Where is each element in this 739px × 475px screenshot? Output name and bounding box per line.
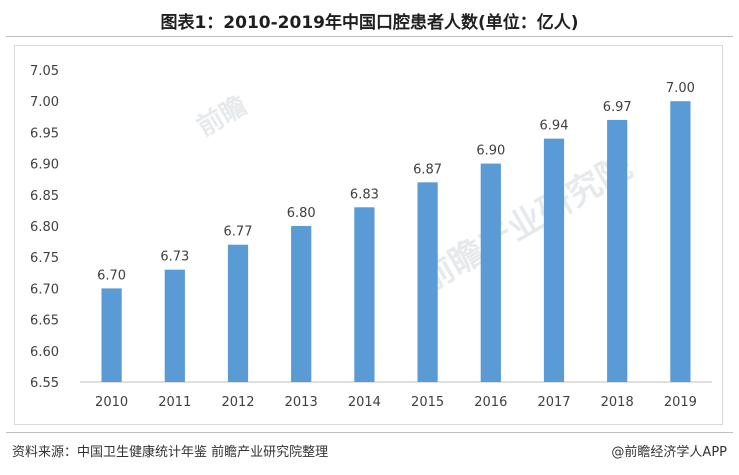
- y-tick-label: 7.00: [30, 95, 59, 110]
- bar: [670, 101, 691, 382]
- title-divider: [6, 36, 733, 37]
- data-label: 6.83: [350, 187, 379, 202]
- y-tick-label: 6.85: [30, 189, 59, 204]
- x-tick-label: 2015: [411, 395, 444, 410]
- bar: [291, 226, 312, 382]
- x-tick-label: 2018: [601, 395, 634, 410]
- data-label: 6.70: [97, 268, 126, 283]
- footer-divider: [6, 432, 733, 433]
- y-tick-label: 6.55: [30, 376, 59, 391]
- chart-frame: 前瞻 前瞻产业研究院 6.55 6.60 6.65 6.70 6.75 6.80 6.85 6…: [14, 45, 723, 425]
- y-tick-label: 6.75: [30, 251, 59, 266]
- y-tick-label: 6.65: [30, 314, 59, 329]
- bar: [354, 207, 375, 382]
- bar: [101, 288, 122, 382]
- y-tick-label: 6.80: [30, 220, 59, 235]
- x-tick-label: 2014: [348, 395, 381, 410]
- bar: [227, 244, 249, 382]
- brand-credit: @前瞻经济学人APP: [611, 445, 727, 460]
- x-tick-label: 2012: [221, 395, 254, 410]
- data-label: 6.77: [224, 225, 253, 240]
- y-tick-label: 6.95: [30, 126, 59, 141]
- x-tick-label: 2016: [474, 395, 507, 410]
- data-label: 6.73: [160, 250, 189, 265]
- x-tick-label: 2010: [95, 395, 128, 410]
- data-label: 6.97: [603, 100, 632, 115]
- source-note: 资料来源：中国卫生健康统计年鉴 前瞻产业研究院整理: [12, 445, 329, 460]
- x-tick-label: 2019: [664, 395, 697, 410]
- bar: [543, 138, 565, 382]
- y-tick-label: 6.90: [30, 158, 59, 173]
- data-label: 6.80: [287, 206, 316, 221]
- data-label: 6.90: [476, 144, 505, 159]
- x-tick-label: 2013: [285, 395, 318, 410]
- bar-chart: 6.55 6.60 6.65 6.70 6.75 6.80 6.85 6.90 6.95 7.00…: [30, 64, 712, 410]
- x-tick-label: 2017: [537, 395, 570, 410]
- chart-title: 图表1：2010-2019年中国口腔患者人数(单位：亿人): [160, 13, 579, 33]
- bar: [164, 269, 185, 382]
- data-label: 6.87: [413, 162, 442, 177]
- y-tick-label: 6.60: [30, 345, 59, 360]
- data-label: 6.94: [540, 119, 569, 134]
- x-tick-label: 2011: [158, 395, 191, 410]
- y-tick-label: 6.70: [30, 282, 59, 297]
- bar: [480, 163, 501, 382]
- y-tick-label: 7.05: [30, 64, 59, 79]
- bar: [607, 119, 628, 383]
- data-label: 7.00: [666, 81, 695, 96]
- bar: [417, 182, 438, 382]
